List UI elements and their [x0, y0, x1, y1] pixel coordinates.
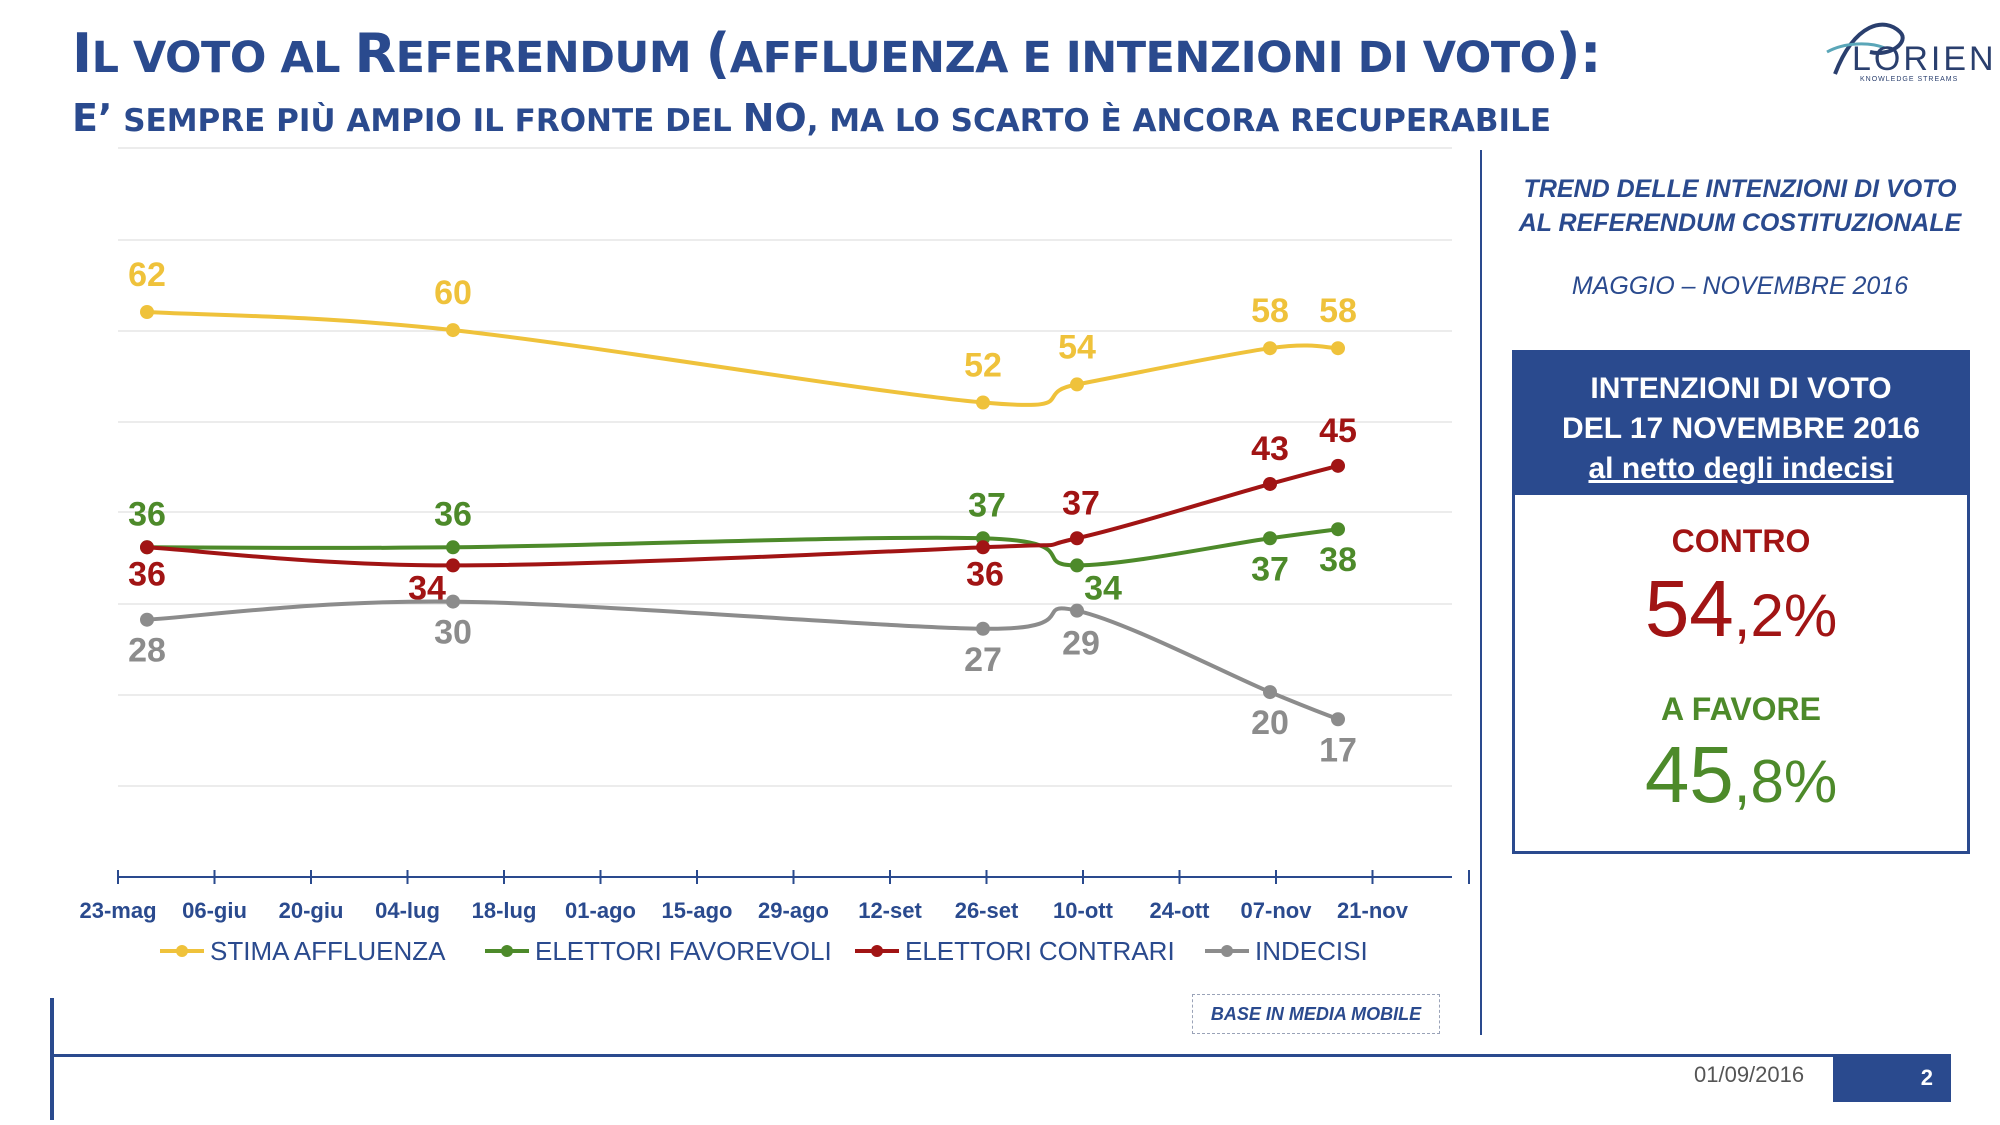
- x-tick-label: 12-set: [858, 898, 922, 923]
- side-period: MAGGIO – NOVEMBRE 2016: [1571, 272, 1909, 300]
- side-title-line2: AL REFERENDUM COSTITUZIONALE: [1518, 209, 1962, 237]
- data-point: [976, 540, 990, 555]
- footer-date: 01/09/2016: [1694, 1062, 1805, 1087]
- data-point: [1331, 522, 1345, 537]
- data-point: [1331, 458, 1345, 473]
- data-label: 37: [968, 486, 1006, 524]
- x-tick-label: 10-ott: [1053, 898, 1114, 923]
- favore-int: 45: [1644, 730, 1734, 819]
- data-label: 43: [1251, 430, 1289, 468]
- data-label: 54: [1058, 328, 1096, 366]
- page-title: IL VOTO AL REFERENDUM (AFFLUENZA E INTEN…: [72, 22, 1602, 85]
- base-note: BASE IN MEDIA MOBILE: [1192, 994, 1440, 1034]
- data-label: 62: [128, 256, 166, 294]
- series-line: [146, 463, 1339, 568]
- data-point: [1331, 341, 1345, 356]
- logo-name: LORIEN: [1852, 40, 1997, 78]
- box-header-line3: al netto degli indecisi: [1588, 452, 1894, 485]
- legend-swatch-dot: [501, 945, 513, 957]
- data-label: 20: [1251, 704, 1289, 742]
- box-header-line1: INTENZIONI DI VOTO: [1590, 372, 1892, 405]
- legend-label: ELETTORI CONTRARI: [905, 936, 1175, 966]
- contro-int: 54: [1644, 564, 1734, 653]
- box-header: INTENZIONI DI VOTO DEL 17 NOVEMBRE 2016 …: [1515, 353, 1967, 495]
- data-point: [140, 540, 154, 555]
- data-label: 37: [1251, 550, 1289, 588]
- x-tick-label: 15-ago: [662, 898, 733, 923]
- x-tick-label: 07-nov: [1241, 898, 1313, 923]
- x-tick-label: 20-giu: [279, 898, 344, 923]
- data-label: 27: [964, 641, 1002, 679]
- series-line: [146, 599, 1339, 722]
- data-label: 58: [1251, 292, 1289, 330]
- data-point: [1263, 685, 1277, 700]
- x-tick-label: 06-giu: [182, 898, 247, 923]
- series-line: [146, 310, 1339, 407]
- data-point: [140, 305, 154, 319]
- data-label: 36: [128, 555, 166, 593]
- data-label: 36: [128, 495, 166, 533]
- favore-value: 45,8%: [1515, 735, 1967, 822]
- data-point: [140, 612, 154, 627]
- data-point: [1070, 531, 1084, 546]
- favore-dec: ,8%: [1733, 748, 1838, 815]
- vertical-divider: [1480, 150, 1482, 1035]
- footer-vertical-rule: [50, 998, 54, 1120]
- data-label: 29: [1062, 625, 1100, 663]
- data-label: 52: [964, 347, 1002, 385]
- legend-swatch-dot: [1221, 945, 1233, 957]
- page-number: 2: [1833, 1054, 1951, 1102]
- data-point: [446, 323, 460, 338]
- x-tick-label: 18-lug: [472, 898, 537, 923]
- legend-label: INDECISI: [1255, 936, 1368, 966]
- contro-value: 54,2%: [1515, 569, 1967, 656]
- x-tick-label: 24-ott: [1150, 898, 1211, 923]
- legend-swatch-dot: [176, 945, 188, 957]
- data-label: 28: [128, 632, 166, 670]
- x-tick-label: 23-mag: [79, 898, 156, 923]
- legend-label: ELETTORI FAVOREVOLI: [535, 936, 832, 966]
- contro-label: CONTRO: [1671, 523, 1811, 559]
- contro-dec: ,2%: [1733, 582, 1838, 649]
- data-label: 37: [1062, 484, 1100, 522]
- x-tick-label: 04-lug: [375, 898, 440, 923]
- data-point: [976, 621, 990, 636]
- voting-intentions-box: INTENZIONI DI VOTO DEL 17 NOVEMBRE 2016 …: [1512, 350, 1970, 854]
- x-tick-label: 26-set: [955, 898, 1019, 923]
- legend-swatch-dot: [871, 945, 883, 957]
- data-label: 45: [1319, 412, 1357, 450]
- data-point: [1263, 476, 1277, 491]
- data-point: [1263, 531, 1277, 546]
- favore-label: A FAVORE: [1660, 691, 1821, 727]
- legend-label: STIMA AFFLUENZA: [210, 936, 446, 966]
- data-label: 36: [434, 495, 472, 533]
- data-label: 38: [1319, 541, 1357, 579]
- logo-tagline: KNOWLEDGE STREAMS: [1860, 76, 1959, 83]
- data-point: [976, 395, 990, 410]
- data-point: [1070, 558, 1084, 573]
- x-tick-label: 29-ago: [758, 898, 829, 923]
- data-point: [446, 558, 460, 573]
- data-point: [1331, 712, 1345, 727]
- data-label: 34: [1084, 569, 1122, 607]
- data-point: [1263, 341, 1277, 356]
- data-label: 36: [966, 555, 1004, 593]
- data-label: 30: [434, 614, 472, 652]
- data-point: [1070, 603, 1084, 618]
- data-label: 58: [1319, 292, 1357, 330]
- lorien-logo-icon: [1826, 22, 1905, 75]
- x-tick-label: 01-ago: [565, 898, 636, 923]
- side-title-line1: TREND DELLE INTENZIONI DI VOTO: [1523, 175, 1957, 203]
- data-point: [1070, 377, 1084, 392]
- trend-chart: 23-mag 06-giu 20-giu 04-lug 18-lug 01-ago 15-a…: [79, 147, 1470, 966]
- data-label: 60: [434, 274, 472, 312]
- box-header-line2: DEL 17 NOVEMBRE 2016: [1562, 412, 1920, 445]
- data-point: [446, 540, 460, 555]
- footer-horizontal-rule: [50, 1054, 1840, 1057]
- page-subtitle: E’ SEMPRE PIÙ AMPIO IL FRONTE DEL NO, MA…: [72, 96, 1552, 140]
- data-point: [446, 594, 460, 609]
- x-tick-label: 21-nov: [1337, 898, 1409, 923]
- data-label: 17: [1319, 731, 1357, 769]
